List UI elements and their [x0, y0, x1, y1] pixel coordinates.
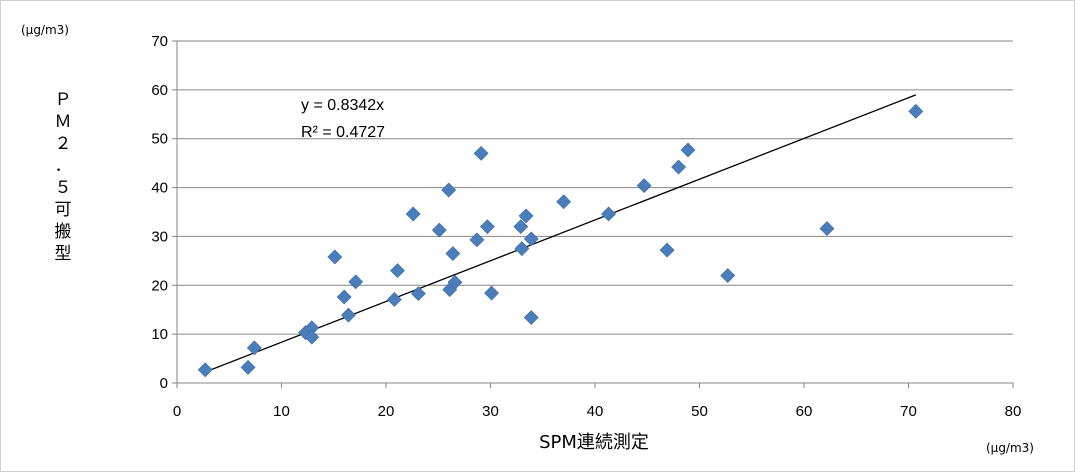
data-point [469, 232, 485, 248]
data-point [908, 103, 924, 119]
y-axis-title-char: ５ [54, 178, 72, 198]
data-point [445, 246, 461, 261]
x-tick-label: 50 [691, 403, 708, 420]
x-tick-label: 0 [173, 403, 181, 420]
x-tick-label: 40 [587, 403, 604, 420]
data-point [336, 289, 352, 305]
data-point [636, 178, 652, 194]
data-point [819, 221, 835, 237]
y-axis-title-char: Ｐ [54, 90, 72, 110]
data-point [405, 206, 421, 222]
x-axis-title: SPM連続測定 [539, 432, 649, 453]
r-squared-label: R² = 0.4727 [301, 124, 385, 141]
data-point [720, 268, 736, 283]
y-tick-label: 70 [151, 33, 168, 50]
data-point [484, 285, 499, 301]
y-axis-title-char: Ｍ [54, 112, 72, 132]
data-point [447, 274, 463, 290]
data-point [246, 340, 262, 356]
y-tick-label: 50 [151, 131, 168, 148]
y-axis-title-char: 搬 [54, 222, 72, 242]
gridlines [177, 40, 1013, 335]
data-point [479, 219, 495, 235]
y-tick-label: 30 [151, 228, 168, 245]
y-tick-label: 60 [151, 82, 168, 99]
data-point [386, 292, 402, 307]
data-point [518, 208, 534, 224]
y-tick-label: 10 [151, 326, 168, 343]
trendline-equation: y = 0.8342x [301, 97, 384, 114]
data-point [390, 263, 405, 279]
trendline [204, 94, 917, 373]
y-axis-title: Ｐ Ｍ ２ ． ５ 可搬型 [47, 89, 79, 265]
trendline-group [204, 94, 917, 373]
data-point [680, 142, 696, 158]
x-unit-label: (μg/m3) [986, 441, 1034, 455]
y-axis-title-char: 可 [54, 200, 72, 220]
data-point [441, 182, 457, 198]
x-tick-label: 20 [378, 403, 395, 420]
data-point [197, 362, 213, 378]
y-axis-title-char: 型 [54, 244, 72, 264]
x-tick-label: 10 [273, 403, 290, 420]
data-point [556, 194, 572, 210]
data-point [513, 219, 529, 235]
data-point [348, 274, 364, 290]
data-point [340, 307, 356, 323]
data-point [473, 145, 489, 161]
y-tick-label: 20 [151, 277, 168, 294]
y-axis-title-char: ２ [54, 134, 72, 154]
y-tick-label: 0 [160, 375, 168, 392]
data-point [431, 222, 447, 238]
y-unit-label: (μg/m3) [21, 23, 69, 37]
axes: 0 10 20 30 40 50 60 70 0 10 20 30 40 50 60 70 80 [151, 33, 1021, 420]
data-point [671, 159, 687, 175]
data-point [327, 249, 343, 265]
x-tick-label: 70 [900, 403, 917, 420]
data-point [523, 310, 539, 325]
y-tick-label: 40 [151, 180, 168, 197]
data-point [240, 359, 256, 375]
data-point [410, 286, 426, 302]
data-point [601, 206, 617, 222]
data-point [514, 241, 530, 257]
x-tick-label: 60 [796, 403, 813, 420]
x-tick-label: 80 [1005, 403, 1022, 420]
data-points [197, 103, 924, 378]
data-point [523, 231, 539, 247]
y-axis-title-char: ． [54, 156, 72, 176]
data-point [659, 242, 675, 258]
data-point [304, 329, 320, 345]
x-tick-label: 30 [482, 403, 499, 420]
